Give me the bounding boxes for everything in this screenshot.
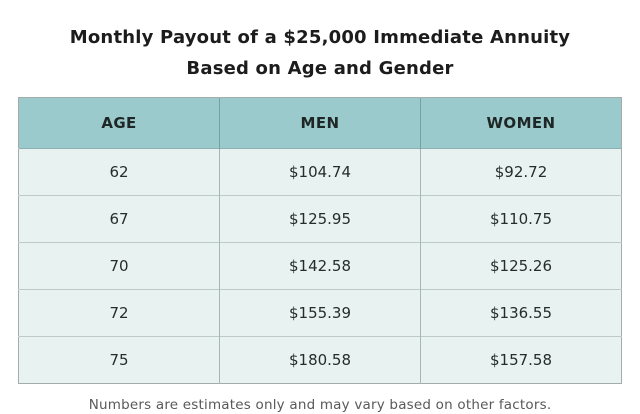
men-payout-cell: $104.74 <box>219 148 421 196</box>
page-title-line-1: Monthly Payout of a $25,000 Immediate An… <box>69 27 571 48</box>
table-header-row: AGE MEN WOMEN <box>18 97 622 149</box>
age-cell: 72 <box>18 289 220 337</box>
table-row: 75 $180.58 $157.58 <box>18 336 622 384</box>
age-cell: 67 <box>18 195 220 243</box>
column-header-age: AGE <box>18 97 220 149</box>
column-header-women: WOMEN <box>420 97 622 149</box>
table-body: 62 $104.74 $92.72 67 $125.95 $110.75 70 … <box>18 148 622 384</box>
age-cell: 75 <box>18 336 220 384</box>
age-cell: 62 <box>18 148 220 196</box>
table-row: 70 $142.58 $125.26 <box>18 242 622 290</box>
age-cell: 70 <box>18 242 220 290</box>
men-payout-cell: $125.95 <box>219 195 421 243</box>
men-payout-cell: $155.39 <box>219 289 421 337</box>
column-header-men: MEN <box>219 97 421 149</box>
women-payout-cell: $136.55 <box>420 289 622 337</box>
women-payout-cell: $92.72 <box>420 148 622 196</box>
men-payout-cell: $142.58 <box>219 242 421 290</box>
table-row: 62 $104.74 $92.72 <box>18 148 622 196</box>
women-payout-cell: $157.58 <box>420 336 622 384</box>
page-title: Monthly Payout of a $25,000 Immediate An… <box>0 0 640 84</box>
table-row: 67 $125.95 $110.75 <box>18 195 622 243</box>
men-payout-cell: $180.58 <box>219 336 421 384</box>
annuity-table: AGE MEN WOMEN 62 $104.74 $92.72 67 $125.… <box>18 97 622 384</box>
disclaimer-footnote: Numbers are estimates only and may vary … <box>88 397 552 413</box>
women-payout-cell: $110.75 <box>420 195 622 243</box>
table-header: AGE MEN WOMEN <box>18 97 622 149</box>
table-row: 72 $155.39 $136.55 <box>18 289 622 337</box>
page-title-line-2: Based on Age and Gender <box>186 58 454 79</box>
women-payout-cell: $125.26 <box>420 242 622 290</box>
